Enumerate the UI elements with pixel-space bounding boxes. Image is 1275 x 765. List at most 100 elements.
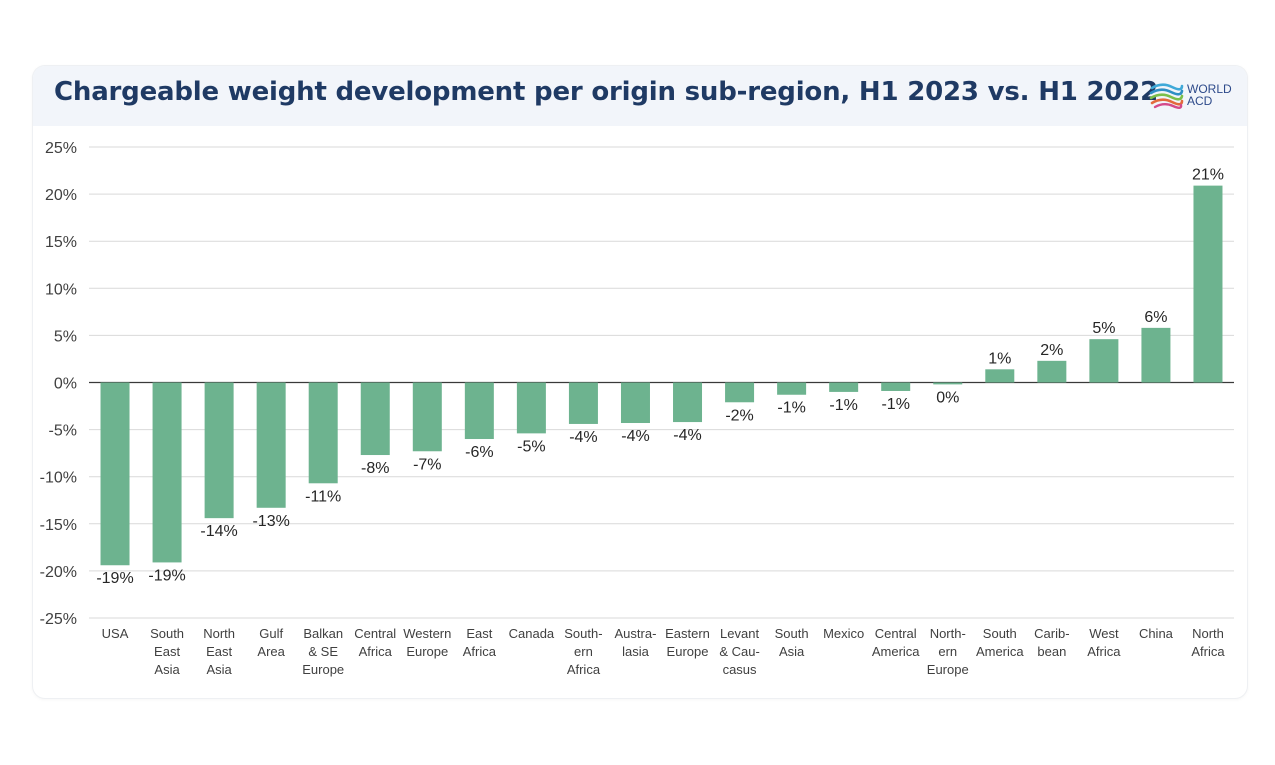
bar bbox=[204, 382, 234, 519]
category-label: Carib-bean bbox=[1034, 626, 1069, 659]
data-label: -11% bbox=[305, 488, 341, 505]
category-label: China bbox=[1139, 626, 1174, 641]
bar bbox=[568, 382, 598, 424]
world-acd-logo: WORLD ACD bbox=[1149, 79, 1245, 115]
category-label: Canada bbox=[509, 626, 555, 641]
bar bbox=[308, 382, 338, 484]
data-label: -4% bbox=[569, 429, 597, 446]
category-label-line: South bbox=[775, 626, 809, 641]
category-label: North Africa bbox=[1191, 626, 1225, 659]
bar bbox=[673, 382, 703, 423]
category-label-line: bean bbox=[1037, 644, 1066, 659]
category-label-line: Africa bbox=[567, 662, 601, 677]
category-label-line: Africa bbox=[463, 644, 497, 659]
category-label-line: Levant bbox=[720, 626, 759, 641]
y-tick-label: -15% bbox=[40, 517, 77, 534]
bar bbox=[152, 382, 182, 563]
bar bbox=[100, 382, 130, 566]
bar bbox=[933, 382, 963, 385]
category-label-line: Central bbox=[354, 626, 396, 641]
data-label: 21% bbox=[1192, 167, 1224, 184]
data-label: 2% bbox=[1040, 342, 1063, 359]
chart-header: Chargeable weight development per origin… bbox=[33, 66, 1247, 126]
bar bbox=[829, 382, 859, 392]
y-tick-label: 20% bbox=[45, 187, 77, 204]
category-label-line: South bbox=[150, 626, 184, 641]
y-tick-label: 15% bbox=[45, 234, 77, 251]
y-tick-label: -25% bbox=[40, 611, 77, 628]
category-label-line: Carib- bbox=[1034, 626, 1069, 641]
data-label: -4% bbox=[621, 428, 649, 445]
category-label-line: ern bbox=[574, 644, 593, 659]
category-label-line: East bbox=[154, 644, 180, 659]
category-label: USA bbox=[102, 626, 129, 641]
category-label: South Asia bbox=[775, 626, 809, 659]
category-label-line: South- bbox=[564, 626, 602, 641]
category-label: Central Africa bbox=[354, 626, 396, 659]
data-label: -6% bbox=[465, 444, 493, 461]
category-label-line: South bbox=[983, 626, 1017, 641]
category-label-line: America bbox=[872, 644, 920, 659]
category-label-line: West bbox=[1089, 626, 1119, 641]
category-label-line: Asia bbox=[206, 662, 232, 677]
category-label-line: Asia bbox=[154, 662, 180, 677]
category-label: Western Europe bbox=[403, 626, 451, 659]
category-label: East Africa bbox=[463, 626, 497, 659]
y-tick-label: 10% bbox=[45, 281, 77, 298]
category-label-line: ern bbox=[938, 644, 957, 659]
category-label: Balkan & SE Europe bbox=[302, 626, 344, 677]
category-label-line: Central bbox=[875, 626, 917, 641]
category-label: North East Asia bbox=[203, 626, 235, 677]
category-label-line: & SE bbox=[308, 644, 338, 659]
y-tick-label: -5% bbox=[49, 423, 77, 440]
category-label-line: Canada bbox=[509, 626, 555, 641]
y-tick-label: 0% bbox=[54, 376, 77, 393]
category-label-line: Africa bbox=[359, 644, 393, 659]
category-label-line: North bbox=[203, 626, 235, 641]
data-label: 6% bbox=[1144, 309, 1167, 326]
bar bbox=[777, 382, 807, 395]
category-label-line: casus bbox=[723, 662, 757, 677]
category-label-line: Gulf bbox=[259, 626, 283, 641]
y-tick-label: 5% bbox=[54, 328, 77, 345]
category-label-line: Western bbox=[403, 626, 451, 641]
bar bbox=[1141, 327, 1171, 383]
category-label-line: Balkan bbox=[303, 626, 343, 641]
bar bbox=[1037, 360, 1067, 383]
category-label-line: Europe bbox=[406, 644, 448, 659]
category-label: Eastern Europe bbox=[665, 626, 710, 659]
data-label: -1% bbox=[881, 396, 909, 413]
category-label-line: Eastern bbox=[665, 626, 710, 641]
bar bbox=[620, 382, 650, 424]
y-tick-label: -10% bbox=[40, 470, 77, 487]
data-label: -1% bbox=[829, 397, 857, 414]
bar bbox=[256, 382, 286, 508]
category-label: South-ern Africa bbox=[564, 626, 602, 677]
data-label: 1% bbox=[988, 350, 1011, 367]
category-label-line: East bbox=[206, 644, 232, 659]
category-label-line: China bbox=[1139, 626, 1174, 641]
category-label-line: Mexico bbox=[823, 626, 864, 641]
data-label: -4% bbox=[673, 427, 701, 444]
category-label: Gulf Area bbox=[257, 626, 285, 659]
data-label: -1% bbox=[777, 400, 805, 417]
data-label: -19% bbox=[96, 570, 133, 587]
category-label-line: East bbox=[466, 626, 492, 641]
category-label-line: Europe bbox=[302, 662, 344, 677]
logo-line-2: ACD bbox=[1187, 94, 1213, 108]
data-label: -14% bbox=[200, 523, 237, 540]
chart-title: Chargeable weight development per origin… bbox=[54, 77, 1159, 107]
bar bbox=[1193, 185, 1223, 383]
bar bbox=[464, 382, 494, 440]
category-label-line: North- bbox=[930, 626, 966, 641]
y-tick-label: -20% bbox=[40, 564, 77, 581]
bar bbox=[516, 382, 546, 434]
bar bbox=[1089, 339, 1119, 383]
category-label-line: America bbox=[976, 644, 1024, 659]
category-label-line: & Cau- bbox=[719, 644, 759, 659]
data-label: -5% bbox=[517, 438, 545, 455]
logo-text: WORLD ACD bbox=[1187, 83, 1232, 107]
category-label-line: Asia bbox=[779, 644, 805, 659]
category-label-line: USA bbox=[102, 626, 129, 641]
category-label: North-ern Europe bbox=[927, 626, 969, 677]
